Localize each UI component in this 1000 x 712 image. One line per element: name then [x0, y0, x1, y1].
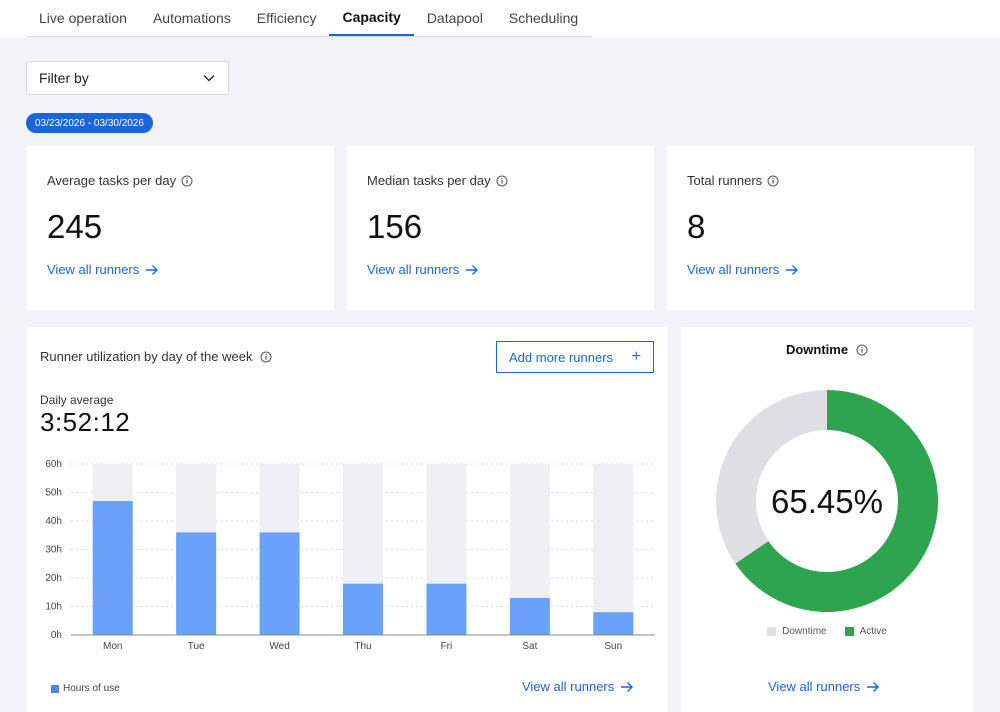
- x-tick-label: Tue: [188, 641, 205, 652]
- info-icon[interactable]: [856, 344, 868, 356]
- view-all-runners-link[interactable]: View all runners: [367, 262, 479, 277]
- chevron-down-icon: [203, 74, 215, 82]
- bar-sun[interactable]: [593, 612, 634, 635]
- y-tick-label: 10h: [45, 602, 62, 613]
- add-button-label: Add more runners: [509, 349, 614, 365]
- arrow-right-icon: [146, 264, 159, 275]
- legend-swatch: [844, 627, 854, 636]
- info-icon[interactable]: [496, 175, 508, 187]
- arrow-right-icon: [466, 264, 479, 275]
- stat-card-median: Median tasks per day 156 View all runner…: [347, 146, 654, 310]
- link-label: View all runners: [47, 262, 140, 277]
- y-tick-label: 0h: [51, 630, 62, 641]
- tab-list: Live operation Automations Efficiency Capac…: [26, 0, 592, 37]
- view-all-runners-link[interactable]: View all runners: [768, 679, 880, 694]
- tab-datapool[interactable]: Datapool: [426, 10, 483, 26]
- legend-label: Active: [859, 626, 887, 637]
- tab-bar: Live operation Automations Efficiency Capac…: [0, 0, 1000, 37]
- x-tick-label: Sat: [522, 641, 537, 652]
- filter-dropdown[interactable]: Filter by: [26, 61, 229, 95]
- bar-tue[interactable]: [176, 532, 217, 635]
- legend-swatch: [767, 627, 777, 636]
- donut-legend: Downtime Active: [681, 626, 973, 637]
- stat-value: 245: [47, 208, 103, 245]
- view-all-runners-link[interactable]: View all runners: [47, 262, 159, 277]
- arrow-right-icon: [786, 264, 799, 275]
- stat-title: Total runners: [687, 173, 763, 188]
- utilization-title: Runner utilization by day of the week: [40, 349, 253, 364]
- info-icon[interactable]: [260, 351, 272, 363]
- bar-mon[interactable]: [92, 501, 133, 635]
- chart-legend: Hours of use: [51, 683, 120, 694]
- arrow-right-icon: [621, 681, 634, 692]
- y-tick-label: 30h: [45, 545, 62, 556]
- daily-average-label: Daily average: [40, 393, 114, 407]
- legend-item-downtime: Downtime: [767, 626, 827, 637]
- legend-swatch: [51, 684, 59, 693]
- link-label: View all runners: [367, 262, 460, 277]
- plus-icon: +: [631, 348, 641, 365]
- tab-capacity[interactable]: Capacity: [329, 0, 414, 36]
- arrow-right-icon: [867, 681, 880, 692]
- y-tick-label: 20h: [45, 573, 62, 584]
- link-label: View all runners: [768, 679, 861, 694]
- stat-value: 8: [687, 208, 706, 245]
- utilization-card: Runner utilization by day of the week Ad…: [27, 327, 667, 712]
- add-more-runners-button[interactable]: Add more runners +: [496, 341, 654, 373]
- stat-card-total-runners: Total runners 8 View all runners: [667, 146, 974, 310]
- tab-efficiency[interactable]: Efficiency: [256, 10, 317, 26]
- link-label: View all runners: [522, 679, 615, 694]
- legend-item-active: Active: [844, 626, 887, 637]
- legend-label: Hours of use: [63, 683, 120, 694]
- utilization-bar-chart: 0h 10h 20h 30h 40h 50h 60h Mon Tue Wed Thu Fri Sat Su…: [45, 459, 655, 652]
- x-tick-label: Wed: [269, 641, 289, 652]
- donut-slice-active[interactable]: [735, 390, 938, 612]
- date-range-chip[interactable]: 03/23/2026 - 03/30/2026: [26, 113, 153, 133]
- donut-center-value: 65.45%: [771, 483, 883, 520]
- info-icon[interactable]: [181, 175, 193, 187]
- downtime-card: Downtime 65.45% Downtime Active View all…: [681, 327, 973, 712]
- daily-average-value: 3:52:12: [40, 407, 131, 437]
- bar-fri[interactable]: [426, 583, 467, 635]
- view-all-runners-link[interactable]: View all runners: [522, 679, 634, 694]
- tab-automations[interactable]: Automations: [152, 10, 231, 26]
- x-tick-label: Thu: [354, 641, 371, 652]
- tab-live-operation[interactable]: Live operation: [39, 10, 127, 26]
- bar-thu[interactable]: [343, 583, 383, 635]
- stat-value: 156: [367, 208, 423, 245]
- donut-slice-downtime[interactable]: [716, 390, 827, 564]
- link-label: View all runners: [687, 262, 780, 277]
- x-tick-label: Fri: [441, 641, 453, 652]
- y-tick-label: 60h: [45, 459, 62, 470]
- stat-title: Average tasks per day: [47, 173, 177, 188]
- stat-card-average: Average tasks per day 245 View all runne…: [27, 146, 334, 310]
- downtime-donut-chart: 65.45%: [716, 390, 938, 612]
- x-tick-label: Sun: [604, 641, 622, 652]
- bar-wed[interactable]: [259, 532, 300, 635]
- y-tick-label: 50h: [45, 488, 62, 499]
- x-tick-label: Mon: [103, 641, 122, 652]
- view-all-runners-link[interactable]: View all runners: [687, 262, 799, 277]
- y-tick-label: 40h: [45, 516, 62, 527]
- stat-title: Median tasks per day: [367, 173, 491, 188]
- legend-label: Downtime: [782, 626, 827, 637]
- bar-sat[interactable]: [509, 597, 550, 635]
- tab-scheduling[interactable]: Scheduling: [508, 10, 579, 26]
- info-icon[interactable]: [767, 175, 779, 187]
- bar-background: [593, 464, 634, 635]
- filter-label: Filter by: [39, 70, 89, 86]
- downtime-title: Downtime: [785, 342, 849, 357]
